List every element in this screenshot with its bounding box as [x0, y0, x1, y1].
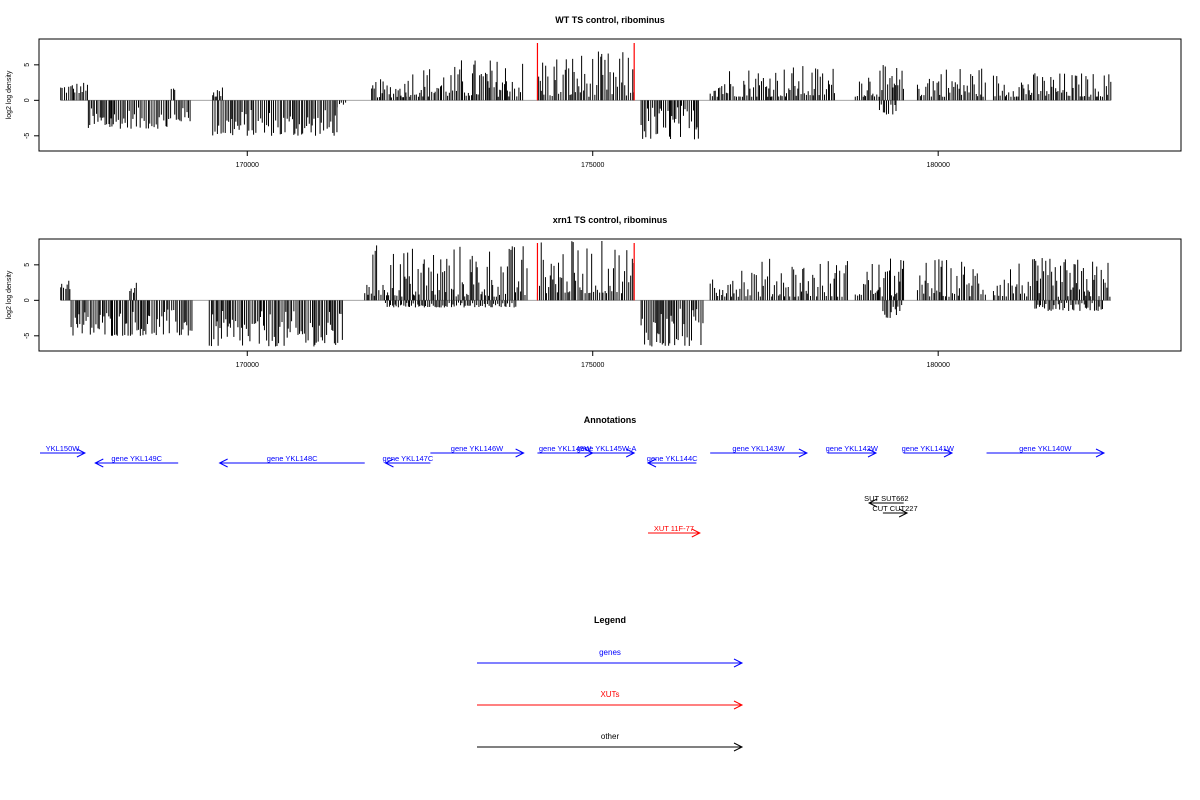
y-axis: -5 0 5 [24, 63, 39, 139]
x-axis: 170000 175000 180000 [236, 351, 950, 369]
feature-label: gene YKL148C [267, 454, 318, 463]
feature-label: XUT 11F-77 [654, 524, 694, 533]
x-tick-label: 170000 [236, 162, 259, 169]
panel-title: xrn1 TS control, ribominus [553, 215, 668, 225]
y-axis-label: log2 log density [6, 270, 13, 319]
legend-label: XUTs [600, 690, 619, 699]
feature-arrowhead [867, 498, 878, 508]
feature-label: gene YKL149C [111, 454, 162, 463]
feature-arrow: XUT 11F-77 [648, 524, 701, 538]
feature-arrow: gene YKL146W [430, 444, 525, 458]
legend-title: Legend [594, 615, 626, 625]
y-tick-label: 0 [24, 98, 31, 102]
panel-title: WT TS control, ribominus [555, 15, 665, 25]
legend-arrowhead [733, 658, 744, 668]
plot-frame [38, 38, 1182, 152]
feature-arrowhead [76, 448, 87, 458]
feature-label: gene YKL144C [647, 454, 698, 463]
region-markers [536, 43, 635, 101]
legend-item: other [477, 732, 744, 752]
feature-arrowhead [943, 448, 954, 458]
x-tick-label: 180000 [927, 162, 950, 169]
feature-arrow: YKL150W [40, 444, 87, 458]
x-axis: 170000 175000 180000 [236, 151, 950, 169]
feature-arrowhead [798, 448, 809, 458]
legend-items: genes XUTs other [477, 648, 744, 752]
y-axis: -5 0 5 [24, 263, 39, 339]
feature-arrow: gene YKL144C [646, 454, 698, 468]
legend: Legend genes XUTs other [477, 615, 744, 752]
legend-item: genes [477, 648, 744, 668]
feature-arrows: YKL150W gene YKL149C gene YKL148C gene YKL1… [40, 444, 1106, 538]
feature-arrow: gene YKL141W [902, 444, 955, 458]
y-tick-label: 5 [24, 63, 31, 67]
legend-label: genes [599, 648, 621, 657]
feature-arrowhead [898, 508, 909, 518]
feature-label: gene YKL142W [826, 444, 879, 453]
y-tick-label: -5 [24, 333, 31, 339]
feature-arrow: SUT SUT662 [864, 494, 909, 508]
feature-arrowhead [515, 448, 525, 458]
x-tick-label: 170000 [236, 362, 259, 369]
feature-arrowhead [384, 458, 394, 468]
x-tick-label: 175000 [581, 362, 604, 369]
feature-arrowhead [625, 448, 636, 458]
feature-label: CUT CUT227 [872, 504, 917, 513]
feature-arrow: gene YKL147C [383, 454, 434, 468]
feature-label: gene YKL143W [732, 444, 785, 453]
feature-arrow: gene YKL145W-A [577, 444, 637, 458]
y-tick-label: -5 [24, 133, 31, 139]
feature-arrowhead [867, 448, 878, 458]
wt-density-panel: WT TS control, ribominus log2 log densit… [6, 15, 1182, 169]
legend-item: XUTs [477, 690, 744, 710]
annotation-track: Annotations YKL150W gene YKL149C gene YKL1… [40, 415, 1106, 538]
feature-label: YKL150W [46, 444, 81, 453]
x-tick-label: 180000 [927, 362, 950, 369]
feature-label: gene YKL141W [902, 444, 955, 453]
density-bars [60, 51, 1112, 140]
density-bars [60, 240, 1111, 347]
feature-label: gene YKL146W [451, 444, 504, 453]
feature-arrow: CUT CUT227 [872, 504, 918, 518]
feature-label: gene YKL145W-A [577, 444, 637, 453]
y-tick-label: 0 [24, 298, 31, 302]
legend-label: other [601, 732, 620, 741]
plot-frame [38, 238, 1182, 352]
feature-arrowhead [646, 458, 657, 468]
region-markers [536, 243, 635, 301]
feature-label: SUT SUT662 [864, 494, 908, 503]
annotations-title: Annotations [584, 415, 637, 425]
feature-label: gene YKL145W [539, 444, 592, 453]
legend-arrowhead [733, 700, 744, 710]
feature-label: gene YKL140W [1019, 444, 1072, 453]
x-tick-label: 175000 [581, 162, 604, 169]
feature-arrow: gene YKL143W [710, 444, 809, 458]
feature-arrowhead [1095, 448, 1106, 458]
feature-arrow: gene YKL149C [94, 454, 179, 468]
feature-arrowhead [218, 458, 228, 468]
feature-arrow: gene YKL140W [986, 444, 1106, 458]
feature-arrowhead [94, 458, 104, 468]
y-axis-label: log2 log density [6, 70, 13, 119]
feature-arrow: gene YKL142W [826, 444, 879, 458]
xrn1-density-panel: xrn1 TS control, ribominus log2 log dens… [6, 215, 1182, 369]
feature-arrow: gene YKL148C [218, 454, 365, 468]
legend-arrowhead [733, 742, 744, 752]
y-tick-label: 5 [24, 263, 31, 267]
feature-arrowhead [691, 528, 701, 538]
feature-label: gene YKL147C [383, 454, 434, 463]
